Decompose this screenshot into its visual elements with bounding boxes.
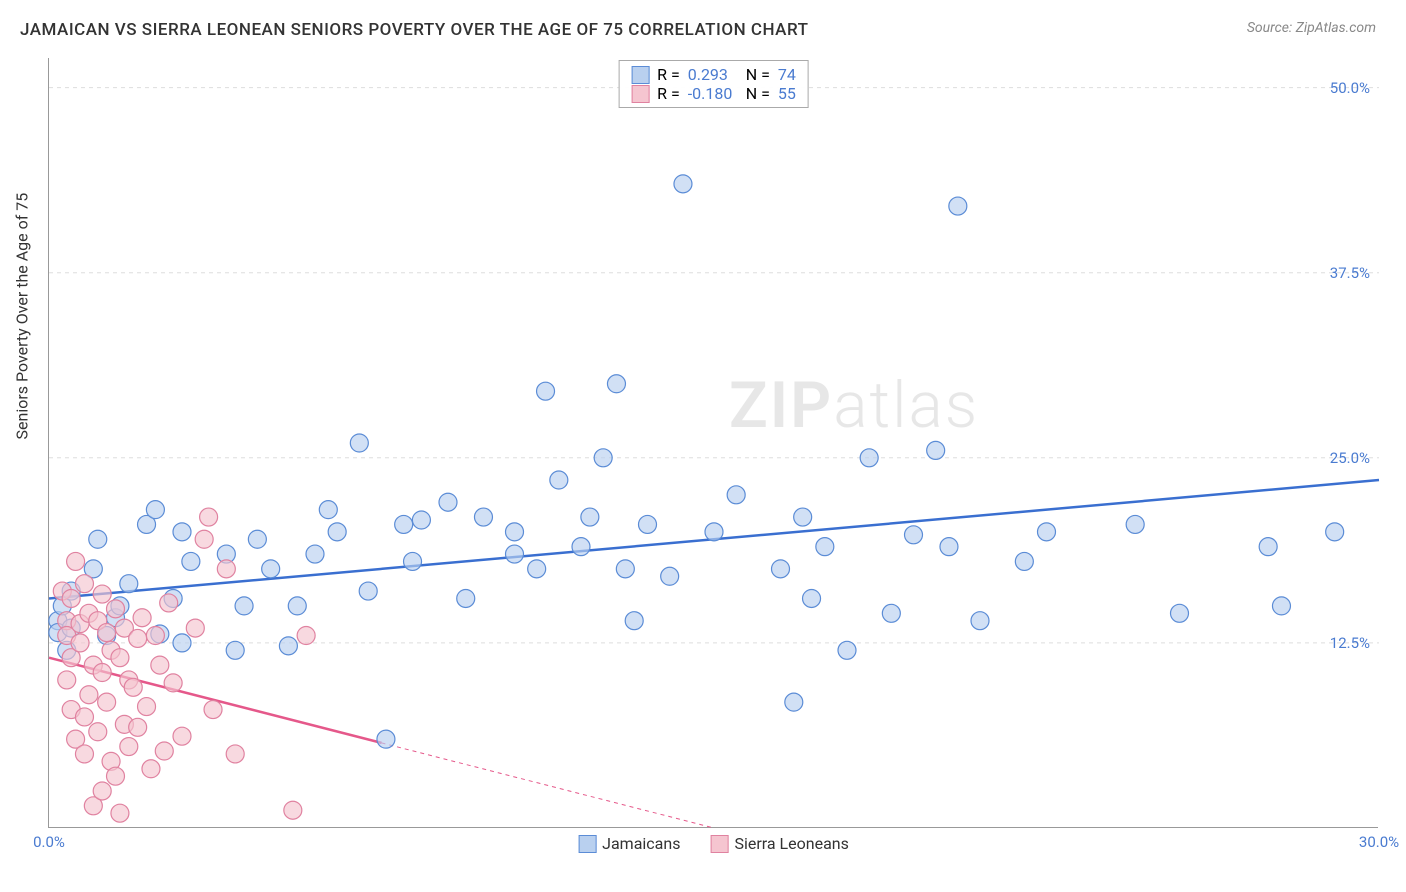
n-value-jamaicans: 74 <box>778 65 796 84</box>
legend-swatch-jamaicans <box>578 835 596 853</box>
x-tick-label: 30.0% <box>1359 833 1399 851</box>
stats-row-sl: R = -0.180 N = 55 <box>631 84 796 103</box>
legend-item-sl: Sierra Leoneans <box>710 834 848 853</box>
swatch-jamaicans <box>631 66 649 84</box>
scatter-plot-svg <box>49 58 1378 827</box>
stats-row-jamaicans: R = 0.293 N = 74 <box>631 65 796 84</box>
legend-item-jamaicans: Jamaicans <box>578 834 680 853</box>
plot-area: ZIPatlas R = 0.293 N = 74 R = -0.180 N =… <box>48 58 1378 828</box>
y-axis-title: Seniors Poverty Over the Age of 75 <box>13 193 32 440</box>
y-tick-label: 50.0% <box>1330 79 1370 97</box>
legend-swatch-sl <box>710 835 728 853</box>
stats-legend-box: R = 0.293 N = 74 R = -0.180 N = 55 <box>618 60 809 108</box>
y-tick-label: 25.0% <box>1330 449 1370 467</box>
chart-title: JAMAICAN VS SIERRA LEONEAN SENIORS POVER… <box>20 20 808 40</box>
r-value-sl: -0.180 <box>688 84 738 103</box>
r-value-jamaicans: 0.293 <box>688 65 738 84</box>
swatch-sl <box>631 85 649 103</box>
x-tick-label: 0.0% <box>33 833 65 851</box>
n-value-sl: 55 <box>778 84 796 103</box>
source-label: Source: ZipAtlas.com <box>1247 20 1376 36</box>
y-tick-label: 37.5% <box>1330 264 1370 282</box>
legend-bottom: Jamaicans Sierra Leoneans <box>578 834 849 853</box>
y-tick-label: 12.5% <box>1330 634 1370 652</box>
